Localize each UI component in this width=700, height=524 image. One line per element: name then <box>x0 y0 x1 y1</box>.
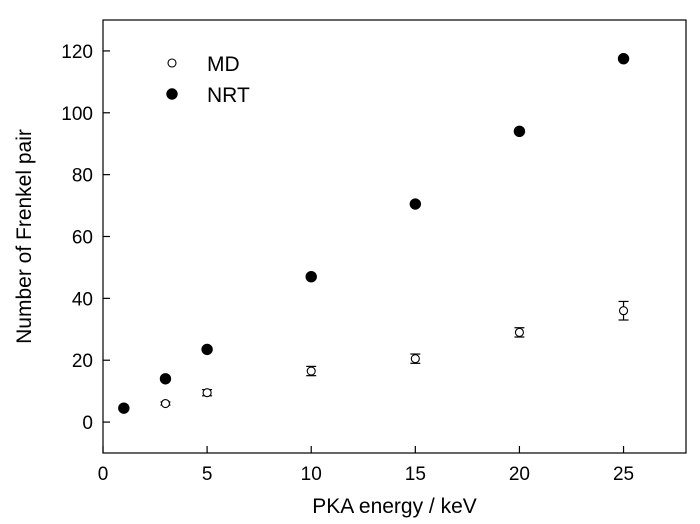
nrt-marker <box>118 402 130 414</box>
data-marks <box>118 52 630 414</box>
md-marker <box>618 306 629 316</box>
nrt-point <box>513 125 526 138</box>
md-marker <box>306 366 316 376</box>
md-point <box>306 365 317 377</box>
nrt-point <box>409 198 422 210</box>
md-point <box>160 398 171 409</box>
nrt-marker <box>617 52 630 65</box>
nrt-point <box>159 373 172 385</box>
y-axis-title: Number of Frenkel pair <box>13 129 36 344</box>
x-tick-label: 25 <box>613 464 634 485</box>
nrt-marker <box>409 198 422 210</box>
plot-frame <box>102 19 687 454</box>
nrt-marker <box>201 343 213 356</box>
x-tick-label: 0 <box>98 464 109 485</box>
md-point <box>202 388 213 398</box>
md-marker <box>202 388 212 398</box>
y-tick-label: 40 <box>72 289 93 310</box>
nrt-point <box>118 402 130 414</box>
y-tick-label: 120 <box>61 42 93 63</box>
x-axis-title: PKA energy / keV <box>312 495 477 518</box>
y-tick-label: 60 <box>72 228 93 249</box>
nrt-marker <box>513 125 526 138</box>
x-tick-label: 20 <box>509 464 530 485</box>
legend-marker <box>167 58 177 68</box>
nrt-point <box>617 52 630 65</box>
legend-item-md: MD <box>167 53 240 76</box>
legend: MD NRT <box>166 53 250 107</box>
x-tick-label: 15 <box>405 464 426 485</box>
md-point <box>410 353 421 364</box>
md-marker <box>410 354 420 364</box>
y-tick-label: 20 <box>72 351 93 372</box>
x-tick-label: 10 <box>301 464 322 485</box>
nrt-point <box>305 271 317 283</box>
md-point <box>618 300 629 321</box>
legend-marker <box>166 88 178 100</box>
y-tick-label: 80 <box>72 166 93 187</box>
legend-label: NRT <box>207 84 250 107</box>
legend-label: MD <box>207 53 240 76</box>
tick-marks <box>102 50 625 453</box>
y-tick-label: 100 <box>61 104 93 125</box>
tick-labels: 0 5 10 15 20 25 0 20 40 60 80 100 120 <box>61 42 634 485</box>
nrt-marker <box>159 373 172 385</box>
md-marker <box>514 327 524 337</box>
md-marker <box>160 398 171 409</box>
x-tick-label: 5 <box>202 464 213 485</box>
y-tick-label: 0 <box>82 413 93 434</box>
nrt-marker <box>305 271 317 283</box>
nrt-point <box>201 343 213 356</box>
legend-item-nrt: NRT <box>166 84 250 107</box>
md-point <box>514 327 525 338</box>
